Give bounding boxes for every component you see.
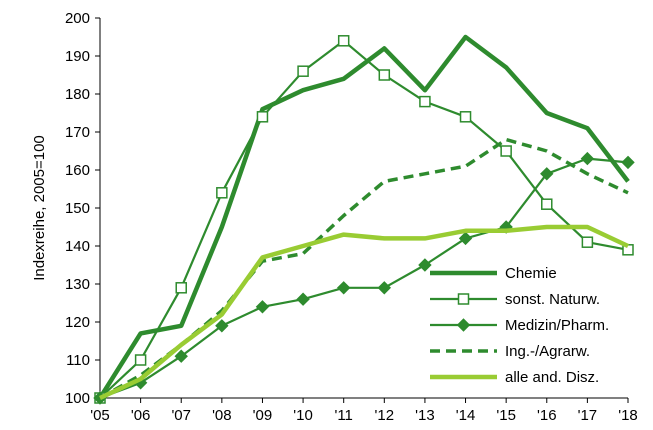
legend-marker — [456, 318, 471, 332]
legend-item: Medizin/Pharm. — [430, 317, 609, 334]
series-line — [99, 224, 629, 401]
legend-label: Medizin/Pharm. — [505, 317, 609, 334]
y-tick-label: 170 — [65, 124, 90, 141]
legend-item: Chemie — [430, 265, 557, 282]
series-line — [99, 137, 629, 400]
x-tick-label: '16 — [537, 407, 557, 424]
y-tick-label: 110 — [66, 352, 90, 369]
y-tick-label: 130 — [65, 276, 90, 293]
x-tick-label: '07 — [171, 407, 191, 424]
data-point — [216, 187, 228, 199]
data-point — [215, 319, 229, 333]
y-tick-label: 200 — [65, 10, 90, 27]
y-tick-label: 150 — [65, 200, 90, 217]
x-tick-labels: '05 '06 '07 '08 '09 '10 '11 '12 '13 '14 '15 '16 '17 '… — [90, 407, 638, 424]
y-tick-label: 160 — [65, 162, 90, 179]
series-line — [98, 34, 630, 400]
x-tick-label: '17 — [578, 407, 598, 424]
x-tick-label: '13 — [415, 407, 435, 424]
y-tick-label: 180 — [65, 86, 90, 103]
y-tick-label: 100 — [65, 390, 90, 407]
data-point — [174, 349, 188, 363]
x-tick-label: '06 — [131, 407, 151, 424]
data-point — [541, 198, 553, 210]
data-point — [134, 354, 147, 366]
legend: Chemie sonst. Naturw. Medizin/Pharm. Ing.-/… — [430, 265, 609, 386]
axes — [95, 17, 629, 403]
x-tick-label: '05 — [90, 407, 110, 424]
series-4 — [99, 224, 629, 401]
y-tick-label: 120 — [65, 314, 90, 331]
data-point — [256, 111, 269, 123]
series-1 — [94, 35, 634, 404]
data-point — [580, 151, 595, 166]
series-0 — [98, 34, 630, 400]
series-group — [93, 34, 635, 405]
data-point — [581, 236, 594, 248]
y-axis-title: Indexreihe, 2005=100 — [31, 135, 48, 281]
data-point — [255, 300, 270, 314]
data-point — [378, 69, 391, 81]
series-line — [99, 157, 629, 400]
legend-item: Ing.-/Agrarw. — [430, 343, 590, 360]
data-point — [297, 65, 309, 77]
data-point — [337, 35, 350, 47]
legend-item: alle and. Disz. — [430, 369, 599, 386]
data-point — [500, 145, 512, 157]
series-3 — [99, 137, 629, 400]
legend-label: sonst. Naturw. — [505, 291, 600, 308]
series-2 — [93, 151, 635, 405]
x-tick-label: '09 — [253, 407, 273, 424]
x-tick-label: '12 — [375, 407, 395, 424]
x-tick-label: '18 — [618, 407, 638, 424]
x-tick-label: '14 — [456, 407, 476, 424]
x-tick-label: '15 — [496, 407, 516, 424]
data-point — [458, 231, 473, 246]
x-tick-label: '11 — [334, 407, 352, 424]
data-point — [459, 111, 472, 123]
y-tick-label: 140 — [65, 238, 90, 255]
legend-label: alle and. Disz. — [505, 369, 599, 386]
y-tick-label: 190 — [65, 48, 90, 65]
data-point — [296, 292, 310, 306]
data-point — [175, 282, 187, 294]
x-tick-label: '08 — [212, 407, 232, 424]
x-tick-label: '10 — [293, 407, 313, 424]
data-point — [377, 281, 392, 295]
series-line — [99, 39, 629, 399]
legend-marker — [457, 293, 470, 305]
data-point — [621, 155, 635, 170]
legend-item: sonst. Naturw. — [430, 291, 600, 308]
legend-label: Ing.-/Agrarw. — [505, 343, 590, 360]
legend-label: Chemie — [505, 265, 557, 282]
y-tick-labels: 100 110 120 130 140 150 160 170 180 190 200 — [65, 10, 90, 407]
data-point — [419, 95, 431, 108]
data-point — [540, 167, 554, 181]
data-point — [336, 281, 351, 295]
data-point — [418, 258, 432, 272]
